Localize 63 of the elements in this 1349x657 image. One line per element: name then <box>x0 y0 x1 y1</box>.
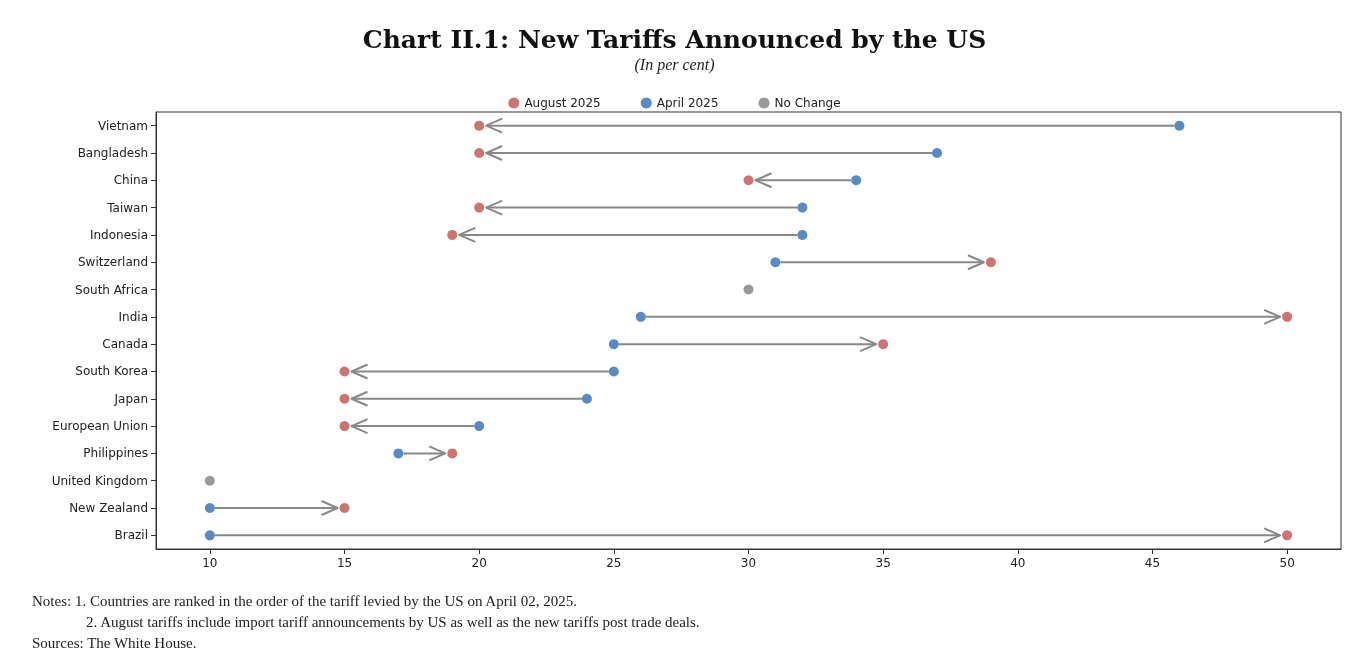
x-tick-label: 40 <box>1010 556 1026 570</box>
chart-subtitle: (In per cent) <box>634 55 715 74</box>
y-tick-label: New Zealand <box>69 501 148 516</box>
point <box>932 147 943 158</box>
y-tick-label: India <box>118 309 148 324</box>
x-tick-label: 35 <box>875 556 891 570</box>
point <box>204 530 215 541</box>
point <box>339 366 350 377</box>
x-tick-label: 50 <box>1279 556 1295 570</box>
point <box>447 229 458 240</box>
point <box>1174 120 1185 131</box>
x-tick-label: 25 <box>606 556 622 570</box>
point <box>339 503 350 514</box>
y-tick-label: Philippines <box>83 446 148 461</box>
y-tick-label: United Kingdom <box>51 473 148 488</box>
point <box>635 311 646 322</box>
y-tick-label: Vietnam <box>97 118 148 133</box>
point <box>474 421 485 432</box>
point <box>474 202 485 213</box>
text: Notes: 1. Countries are ranked in the order of the tariff levied by the US on April 02, 2025. <box>32 592 578 609</box>
legend-label: No Change <box>774 96 841 110</box>
y-tick-label: China <box>113 173 148 188</box>
point <box>743 284 754 295</box>
y-tick-label: Brazil <box>114 528 148 543</box>
point <box>797 202 808 213</box>
point <box>878 339 889 350</box>
point <box>770 257 781 268</box>
point <box>608 339 619 350</box>
point <box>393 448 404 459</box>
point <box>474 120 485 131</box>
point <box>204 475 215 486</box>
x-tick-label: 45 <box>1144 556 1161 570</box>
legend-label: August 2025 <box>524 96 601 110</box>
point <box>447 448 458 459</box>
x-tick-label: 15 <box>336 556 353 570</box>
source-note: Sources: The White House. <box>32 634 197 651</box>
y-tick-label: Indonesia <box>89 227 148 242</box>
chart-title: Chart II.1: New Tariffs Announced by the US <box>362 25 987 54</box>
point <box>985 257 996 268</box>
point <box>1282 530 1293 541</box>
x-tick-label: 20 <box>471 556 487 570</box>
point <box>339 421 350 432</box>
point <box>204 503 215 514</box>
y-tick-label: Taiwan <box>106 200 148 215</box>
x-tick-label: 30 <box>740 556 757 570</box>
text: 2. August tariffs include import tariff announcements by US as well as the new tariffs post trade deals. <box>86 613 700 630</box>
point <box>743 175 754 186</box>
y-tick-label: European Union <box>52 419 148 434</box>
point <box>1282 311 1293 322</box>
y-tick-label: South Korea <box>75 364 148 379</box>
y-tick-label: Canada <box>102 337 148 352</box>
y-tick-label: Switzerland <box>78 255 148 270</box>
y-tick-label: Bangladesh <box>77 145 148 160</box>
point <box>581 393 592 404</box>
point <box>797 229 808 240</box>
point <box>851 175 862 186</box>
point <box>474 147 485 158</box>
legend-label: April 2025 <box>656 96 719 110</box>
point <box>339 393 350 404</box>
y-tick-label: South Africa <box>75 282 148 297</box>
point <box>608 366 619 377</box>
x-tick-label: 10 <box>202 556 218 570</box>
y-tick-label: Japan <box>113 391 148 406</box>
